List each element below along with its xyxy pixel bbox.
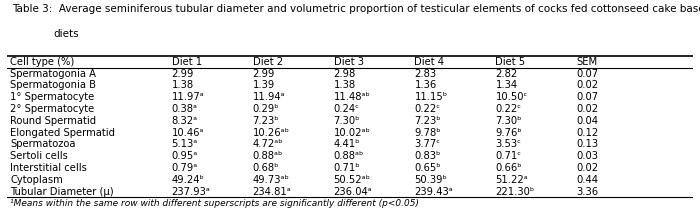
Text: Diet 3: Diet 3 xyxy=(333,57,363,67)
Text: 3.77ᶜ: 3.77ᶜ xyxy=(414,139,440,149)
Text: 1.38: 1.38 xyxy=(172,80,194,90)
Text: 239.43ᵃ: 239.43ᵃ xyxy=(414,187,453,197)
Text: Spermatogonia A: Spermatogonia A xyxy=(10,69,97,79)
Text: SEM: SEM xyxy=(576,57,598,67)
Text: Diet 4: Diet 4 xyxy=(414,57,444,67)
Text: 0.38ᵃ: 0.38ᵃ xyxy=(172,104,197,114)
Text: 10.02ᵃᵇ: 10.02ᵃᵇ xyxy=(333,128,370,138)
Text: Table 3:  Average seminiferous tubular diameter and volumetric proportion of tes: Table 3: Average seminiferous tubular di… xyxy=(13,4,700,14)
Text: 51.22ᵃ: 51.22ᵃ xyxy=(496,175,528,185)
Text: 0.65ᵇ: 0.65ᵇ xyxy=(414,163,441,173)
Text: 2° Spermatocyte: 2° Spermatocyte xyxy=(10,104,94,114)
Text: 0.22ᶜ: 0.22ᶜ xyxy=(414,104,440,114)
Text: 7.23ᵇ: 7.23ᵇ xyxy=(414,116,441,126)
Text: 1.34: 1.34 xyxy=(496,80,517,90)
Text: Diet 5: Diet 5 xyxy=(496,57,526,67)
Text: 7.30ᵇ: 7.30ᵇ xyxy=(333,116,360,126)
Text: 0.88ᵃᵇ: 0.88ᵃᵇ xyxy=(333,151,364,161)
Text: Diet 2: Diet 2 xyxy=(253,57,283,67)
Text: 0.04: 0.04 xyxy=(576,116,598,126)
Text: 9.76ᵇ: 9.76ᵇ xyxy=(496,128,522,138)
Text: 234.81ᵃ: 234.81ᵃ xyxy=(253,187,291,197)
Text: 7.23ᵇ: 7.23ᵇ xyxy=(253,116,279,126)
Text: 11.48ᵃᵇ: 11.48ᵃᵇ xyxy=(333,92,370,102)
Text: 1.36: 1.36 xyxy=(414,80,437,90)
Text: 0.66ᵇ: 0.66ᵇ xyxy=(496,163,522,173)
Text: 2.82: 2.82 xyxy=(496,69,518,79)
Text: 2.83: 2.83 xyxy=(414,69,437,79)
Text: 0.13: 0.13 xyxy=(576,139,598,149)
Text: Sertoli cells: Sertoli cells xyxy=(10,151,69,161)
Text: 0.88ᵃᵇ: 0.88ᵃᵇ xyxy=(253,151,283,161)
Text: 0.95ᵃ: 0.95ᵃ xyxy=(172,151,198,161)
Text: Interstitial cells: Interstitial cells xyxy=(10,163,88,173)
Text: 0.02: 0.02 xyxy=(576,80,598,90)
Text: 11.15ᵇ: 11.15ᵇ xyxy=(414,92,447,102)
Text: Cell type (%): Cell type (%) xyxy=(10,57,75,67)
Text: 0.71ᵇ: 0.71ᵇ xyxy=(333,163,360,173)
Text: 7.30ᵇ: 7.30ᵇ xyxy=(496,116,522,126)
Text: diets: diets xyxy=(54,29,79,39)
Text: 221.30ᵇ: 221.30ᵇ xyxy=(496,187,535,197)
Text: Spermatozoa: Spermatozoa xyxy=(10,139,76,149)
Text: 4.41ᵇ: 4.41ᵇ xyxy=(333,139,360,149)
Text: 3.53ᶜ: 3.53ᶜ xyxy=(496,139,522,149)
Text: 10.46ᵃ: 10.46ᵃ xyxy=(172,128,204,138)
Text: 0.22ᶜ: 0.22ᶜ xyxy=(496,104,522,114)
Text: 50.52ᵃᵇ: 50.52ᵃᵇ xyxy=(333,175,370,185)
Text: 0.29ᵇ: 0.29ᵇ xyxy=(253,104,279,114)
Text: 3.36: 3.36 xyxy=(576,187,598,197)
Text: 0.07: 0.07 xyxy=(576,69,598,79)
Text: 0.71ᶜ: 0.71ᶜ xyxy=(496,151,522,161)
Text: 49.73ᵃᵇ: 49.73ᵃᵇ xyxy=(253,175,290,185)
Text: 0.03: 0.03 xyxy=(576,151,598,161)
Text: 10.50ᶜ: 10.50ᶜ xyxy=(496,92,528,102)
Text: 5.13ᵃ: 5.13ᵃ xyxy=(172,139,198,149)
Text: 4.72ᵃᵇ: 4.72ᵃᵇ xyxy=(253,139,284,149)
Text: Elongated Spermatid: Elongated Spermatid xyxy=(10,128,116,138)
Text: ¹Means within the same row with different superscripts are significantly differe: ¹Means within the same row with differen… xyxy=(10,199,419,208)
Text: 1.38: 1.38 xyxy=(333,80,356,90)
Text: 0.02: 0.02 xyxy=(576,104,598,114)
Text: 8.32ᵃ: 8.32ᵃ xyxy=(172,116,198,126)
Text: Spermatogonia B: Spermatogonia B xyxy=(10,80,97,90)
Text: 2.99: 2.99 xyxy=(172,69,194,79)
Text: 50.39ᵇ: 50.39ᵇ xyxy=(414,175,447,185)
Text: 49.24ᵇ: 49.24ᵇ xyxy=(172,175,204,185)
Text: 2.98: 2.98 xyxy=(333,69,356,79)
Text: Tubular Diameter (µ): Tubular Diameter (µ) xyxy=(10,187,114,197)
Text: 1.39: 1.39 xyxy=(253,80,275,90)
Text: 0.24ᶜ: 0.24ᶜ xyxy=(333,104,359,114)
Text: 236.04ᵃ: 236.04ᵃ xyxy=(333,187,372,197)
Text: 11.94ᵃ: 11.94ᵃ xyxy=(253,92,285,102)
Text: 0.68ᵇ: 0.68ᵇ xyxy=(253,163,279,173)
Text: 0.12: 0.12 xyxy=(576,128,598,138)
Text: 0.44: 0.44 xyxy=(576,175,598,185)
Text: 1° Spermatocyte: 1° Spermatocyte xyxy=(10,92,94,102)
Text: 2.99: 2.99 xyxy=(253,69,275,79)
Text: 0.83ᵇ: 0.83ᵇ xyxy=(414,151,441,161)
Text: 0.07: 0.07 xyxy=(576,92,598,102)
Text: Cytoplasm: Cytoplasm xyxy=(10,175,63,185)
Text: Round Spermatid: Round Spermatid xyxy=(10,116,97,126)
Text: 11.97ᵃ: 11.97ᵃ xyxy=(172,92,204,102)
Text: 237.93ᵃ: 237.93ᵃ xyxy=(172,187,211,197)
Text: 10.26ᵃᵇ: 10.26ᵃᵇ xyxy=(253,128,290,138)
Text: 9.78ᵇ: 9.78ᵇ xyxy=(414,128,441,138)
Text: 0.02: 0.02 xyxy=(576,163,598,173)
Text: 0.79ᵃ: 0.79ᵃ xyxy=(172,163,198,173)
Text: Diet 1: Diet 1 xyxy=(172,57,202,67)
